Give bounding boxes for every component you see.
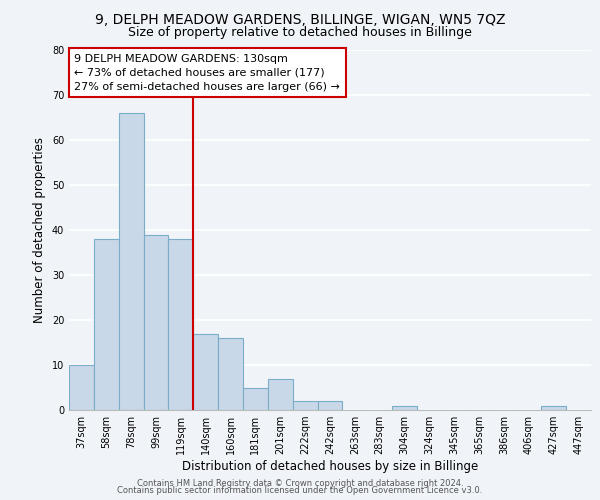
- Bar: [218, 338, 243, 410]
- Text: Size of property relative to detached houses in Billinge: Size of property relative to detached ho…: [128, 26, 472, 39]
- Bar: [317, 401, 343, 410]
- Bar: [193, 334, 218, 410]
- Y-axis label: Number of detached properties: Number of detached properties: [33, 137, 46, 323]
- Bar: [293, 401, 317, 410]
- Bar: [169, 239, 193, 410]
- Bar: [541, 406, 566, 410]
- Bar: [69, 365, 94, 410]
- Bar: [143, 234, 169, 410]
- X-axis label: Distribution of detached houses by size in Billinge: Distribution of detached houses by size …: [182, 460, 478, 473]
- Text: Contains HM Land Registry data © Crown copyright and database right 2024.: Contains HM Land Registry data © Crown c…: [137, 478, 463, 488]
- Bar: [392, 406, 417, 410]
- Text: 9, DELPH MEADOW GARDENS, BILLINGE, WIGAN, WN5 7QZ: 9, DELPH MEADOW GARDENS, BILLINGE, WIGAN…: [95, 12, 505, 26]
- Text: 9 DELPH MEADOW GARDENS: 130sqm
← 73% of detached houses are smaller (177)
27% of: 9 DELPH MEADOW GARDENS: 130sqm ← 73% of …: [74, 54, 340, 92]
- Bar: [94, 239, 119, 410]
- Bar: [243, 388, 268, 410]
- Bar: [268, 378, 293, 410]
- Text: Contains public sector information licensed under the Open Government Licence v3: Contains public sector information licen…: [118, 486, 482, 495]
- Bar: [119, 113, 143, 410]
